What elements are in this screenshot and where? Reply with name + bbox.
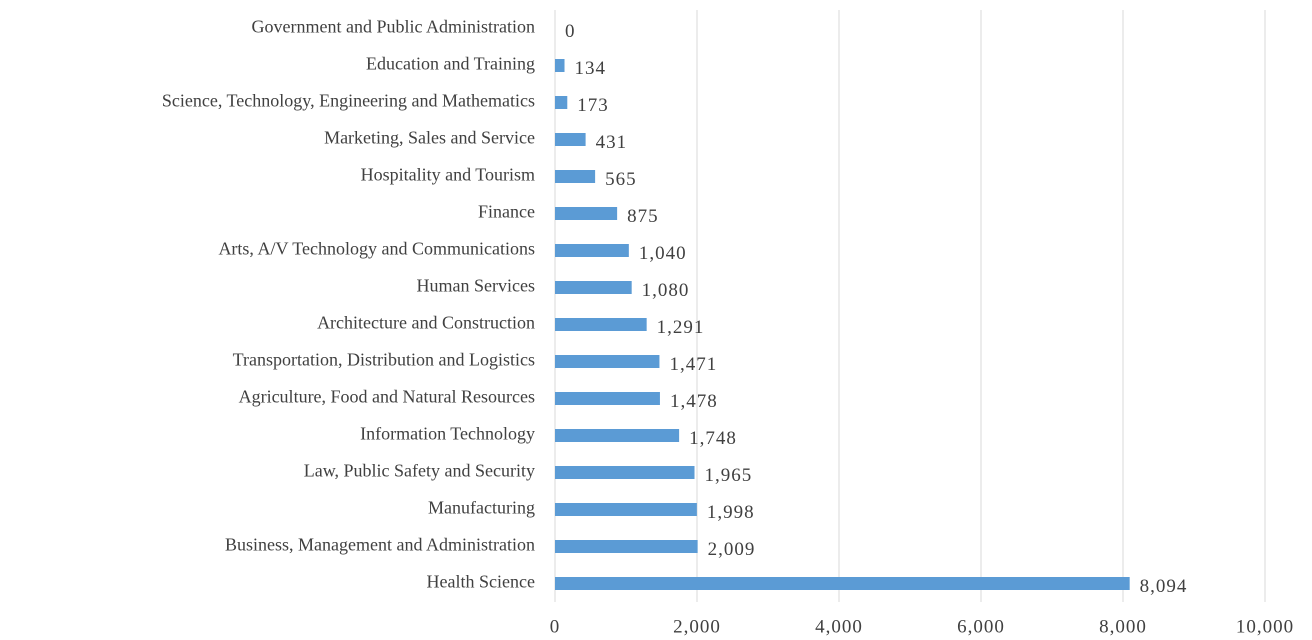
bar [555,318,647,331]
bar [555,429,680,442]
data-label: 1,998 [707,502,755,523]
bar [555,207,618,220]
data-label: 173 [577,95,609,116]
y-tick-label: Agriculture, Food and Natural Resources [239,387,535,407]
y-tick-label: Hospitality and Tourism [361,165,535,185]
bar [555,540,698,553]
y-tick-label: Human Services [417,276,535,296]
y-tick-label: Science, Technology, Engineering and Mat… [162,91,535,111]
data-label: 0 [565,21,576,42]
bar [555,59,565,72]
x-tick-label: 8,000 [1099,616,1147,637]
data-label: 875 [627,206,659,227]
y-tick-label: Arts, A/V Technology and Communications [218,239,535,259]
data-label: 8,094 [1140,576,1188,597]
data-label: 134 [575,58,607,79]
data-label: 1,748 [689,428,737,449]
y-tick-label: Marketing, Sales and Service [324,128,535,148]
bar [555,355,660,368]
x-tick-label: 0 [550,616,561,637]
y-tick-label: Information Technology [360,424,535,444]
y-tick-label: Health Science [427,572,535,592]
bar [555,577,1130,590]
data-label: 565 [605,169,637,190]
data-label: 2,009 [708,539,756,560]
y-tick-label: Law, Public Safety and Security [304,461,535,481]
y-tick-label: Transportation, Distribution and Logisti… [233,350,535,370]
bar [555,281,632,294]
y-tick-label: Government and Public Administration [252,17,535,37]
data-label: 1,965 [705,465,753,486]
data-label: 1,291 [657,317,705,338]
data-label: 1,080 [642,280,690,301]
data-label: 431 [596,132,628,153]
y-tick-label: Business, Management and Administration [225,535,535,555]
x-tick-label: 2,000 [673,616,721,637]
y-tick-label: Education and Training [366,54,535,74]
y-tick-label: Architecture and Construction [317,313,535,333]
y-tick-label: Manufacturing [428,498,535,518]
y-tick-label: Finance [478,202,535,222]
bar [555,503,697,516]
x-tick-label: 6,000 [957,616,1005,637]
x-tick-label: 4,000 [815,616,863,637]
bar [555,96,568,109]
x-tick-label: 10,000 [1236,616,1294,637]
bar [555,170,596,183]
data-label: 1,040 [639,243,687,264]
data-label: 1,471 [669,354,717,375]
bar [555,392,660,405]
data-label: 1,478 [670,391,718,412]
bar [555,244,629,257]
bar [555,133,586,146]
bar [555,466,695,479]
